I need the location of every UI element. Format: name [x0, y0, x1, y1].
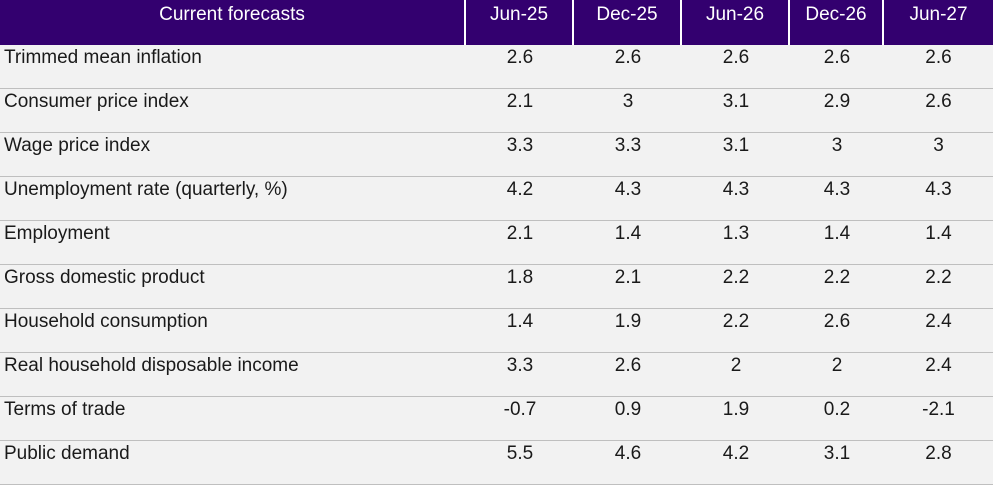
- table-cell: 4.3: [884, 177, 993, 221]
- table-cell: 2.4: [884, 309, 993, 353]
- row-label: Terms of trade: [0, 397, 466, 441]
- row-label: Real household disposable income: [0, 353, 466, 397]
- table-cell: 2: [790, 353, 884, 397]
- table-cell: 1.4: [574, 221, 682, 265]
- column-header: Jun-25: [466, 0, 574, 45]
- row-label: Employment: [0, 221, 466, 265]
- column-header: Jun-27: [884, 0, 993, 45]
- table-cell: 3.3: [466, 353, 574, 397]
- table-cell: 2.1: [466, 89, 574, 133]
- table-cell: 2.2: [682, 309, 790, 353]
- row-label: Public demand: [0, 441, 466, 485]
- table-cell: 3.3: [466, 133, 574, 177]
- table-row: Real household disposable income 3.3 2.6…: [0, 353, 993, 397]
- header-row: Current forecasts Jun-25 Dec-25 Jun-26 D…: [0, 0, 993, 45]
- table-cell: 4.3: [574, 177, 682, 221]
- table-cell: 1.4: [790, 221, 884, 265]
- table-row: Consumer price index 2.1 3 3.1 2.9 2.6: [0, 89, 993, 133]
- row-label: Trimmed mean inflation: [0, 45, 466, 89]
- table-cell: 1.3: [682, 221, 790, 265]
- table-cell: 2.6: [574, 45, 682, 89]
- table-cell: 5.5: [466, 441, 574, 485]
- table-cell: 2.1: [466, 221, 574, 265]
- table-row: Terms of trade -0.7 0.9 1.9 0.2 -2.1: [0, 397, 993, 441]
- table-cell: 2.9: [790, 89, 884, 133]
- table-cell: 2.1: [574, 265, 682, 309]
- table-cell: 3: [884, 133, 993, 177]
- row-label: Unemployment rate (quarterly, %): [0, 177, 466, 221]
- table-cell: 4.6: [574, 441, 682, 485]
- row-label: Wage price index: [0, 133, 466, 177]
- table-cell: 4.2: [682, 441, 790, 485]
- table-cell: 2: [682, 353, 790, 397]
- table-cell: 1.4: [466, 309, 574, 353]
- table-cell: -2.1: [884, 397, 993, 441]
- header-label: Current forecasts: [0, 0, 466, 45]
- table-cell: 1.9: [574, 309, 682, 353]
- table-cell: 2.6: [466, 45, 574, 89]
- table-row: Household consumption 1.4 1.9 2.2 2.6 2.…: [0, 309, 993, 353]
- table-cell: 2.6: [884, 45, 993, 89]
- table-cell: 2.2: [884, 265, 993, 309]
- table-cell: 2.4: [884, 353, 993, 397]
- table-body: Trimmed mean inflation 2.6 2.6 2.6 2.6 2…: [0, 45, 993, 485]
- row-label: Household consumption: [0, 309, 466, 353]
- table-cell: 4.3: [790, 177, 884, 221]
- table-cell: 2.6: [884, 89, 993, 133]
- table-cell: 2.6: [574, 353, 682, 397]
- table-cell: -0.7: [466, 397, 574, 441]
- table-cell: 3.1: [682, 89, 790, 133]
- table-row: Unemployment rate (quarterly, %) 4.2 4.3…: [0, 177, 993, 221]
- table-row: Public demand 5.5 4.6 4.2 3.1 2.8: [0, 441, 993, 485]
- table-cell: 4.3: [682, 177, 790, 221]
- column-header: Jun-26: [682, 0, 790, 45]
- table-row: Employment 2.1 1.4 1.3 1.4 1.4: [0, 221, 993, 265]
- table-cell: 1.8: [466, 265, 574, 309]
- column-header: Dec-26: [790, 0, 884, 45]
- table-cell: 2.2: [790, 265, 884, 309]
- table-cell: 3: [790, 133, 884, 177]
- table-cell: 3.1: [790, 441, 884, 485]
- table-cell: 0.9: [574, 397, 682, 441]
- row-label: Gross domestic product: [0, 265, 466, 309]
- table-cell: 2.8: [884, 441, 993, 485]
- table-row: Wage price index 3.3 3.3 3.1 3 3: [0, 133, 993, 177]
- table-cell: 2.6: [790, 45, 884, 89]
- table-cell: 3: [574, 89, 682, 133]
- table-row: Trimmed mean inflation 2.6 2.6 2.6 2.6 2…: [0, 45, 993, 89]
- table-cell: 2.2: [682, 265, 790, 309]
- row-label: Consumer price index: [0, 89, 466, 133]
- table-cell: 3.3: [574, 133, 682, 177]
- table-cell: 1.9: [682, 397, 790, 441]
- table-cell: 0.2: [790, 397, 884, 441]
- table-cell: 3.1: [682, 133, 790, 177]
- table-cell: 1.4: [884, 221, 993, 265]
- column-header: Dec-25: [574, 0, 682, 45]
- table-header: Current forecasts Jun-25 Dec-25 Jun-26 D…: [0, 0, 993, 45]
- table-cell: 4.2: [466, 177, 574, 221]
- table-cell: 2.6: [682, 45, 790, 89]
- table-cell: 2.6: [790, 309, 884, 353]
- table-row: Gross domestic product 1.8 2.1 2.2 2.2 2…: [0, 265, 993, 309]
